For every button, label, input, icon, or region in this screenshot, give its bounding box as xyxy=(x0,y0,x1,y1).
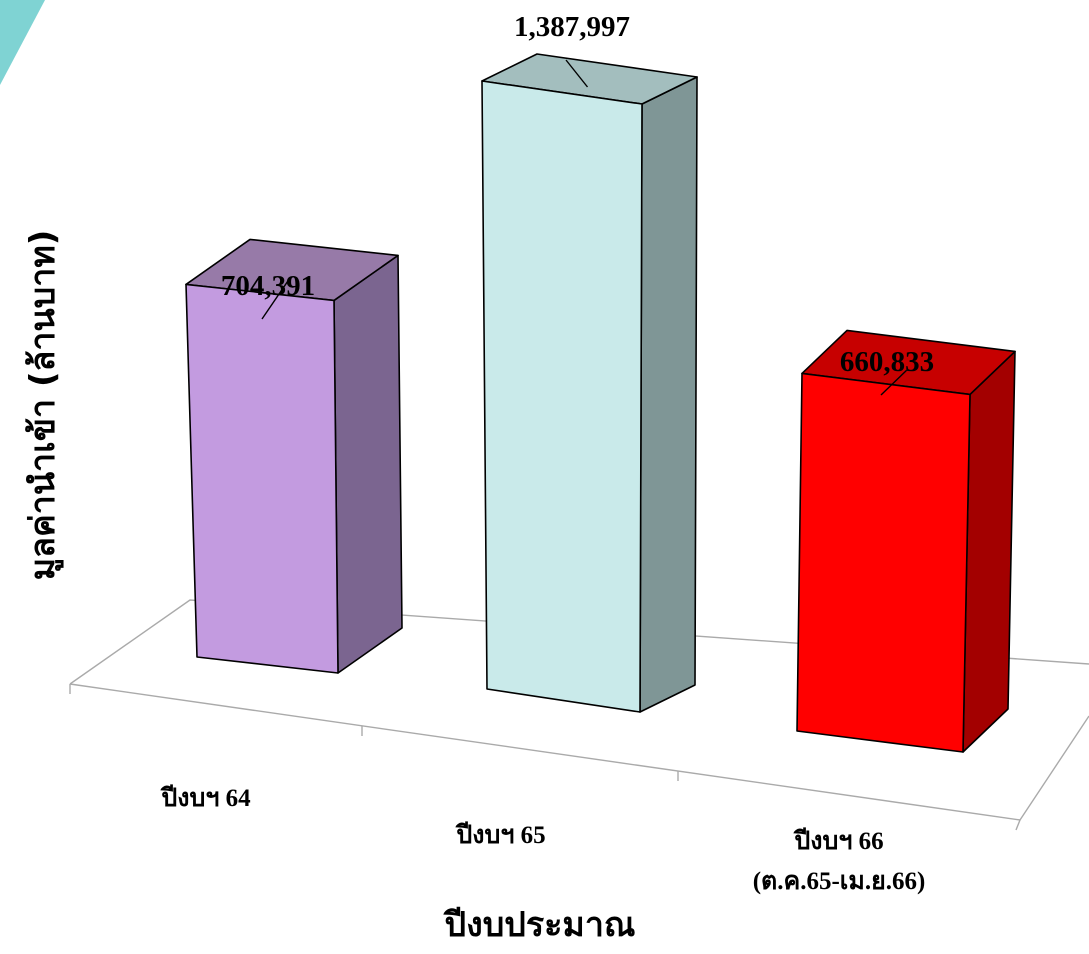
bar-2 xyxy=(481,53,698,713)
bar-front-face xyxy=(481,80,643,713)
x-axis-title: ปีงบประมาณ xyxy=(443,905,636,945)
value-label: 660,833 xyxy=(840,346,934,378)
bar-3 xyxy=(796,329,1016,753)
bar-front-face xyxy=(796,372,971,753)
category-label: ปีงบฯ 64 xyxy=(160,784,251,812)
bar-side-face xyxy=(962,350,1016,753)
bar-side-face xyxy=(639,76,698,713)
bar-1 xyxy=(185,238,403,674)
category-label: ปีงบฯ 66 xyxy=(793,827,884,855)
chart-floor xyxy=(69,599,1089,831)
bars xyxy=(185,53,1016,753)
value-label: 1,387,997 xyxy=(514,11,630,43)
category-label: ปีงบฯ 65 xyxy=(455,821,546,849)
category-label: (ต.ค.65-เม.ย.66) xyxy=(753,868,926,895)
value-leader-line xyxy=(565,59,589,88)
value-labels: 704,391 1,387,997 660,833 xyxy=(221,11,934,396)
y-axis-title: มูลค่านำเข้า (ล้านบาท) xyxy=(23,230,64,581)
value-leader-line xyxy=(880,369,907,396)
bar-front-face xyxy=(185,283,339,674)
value-leader-line xyxy=(261,277,291,320)
value-label: 704,391 xyxy=(221,270,315,302)
x-tick xyxy=(1015,819,1021,831)
corner-accent xyxy=(0,0,45,85)
category-labels: ปีงบฯ 64 ปีงบฯ 65 ปีงบฯ 66 (ต.ค.65-เม.ย.66) xyxy=(160,784,925,895)
bar-side-face xyxy=(333,254,403,674)
